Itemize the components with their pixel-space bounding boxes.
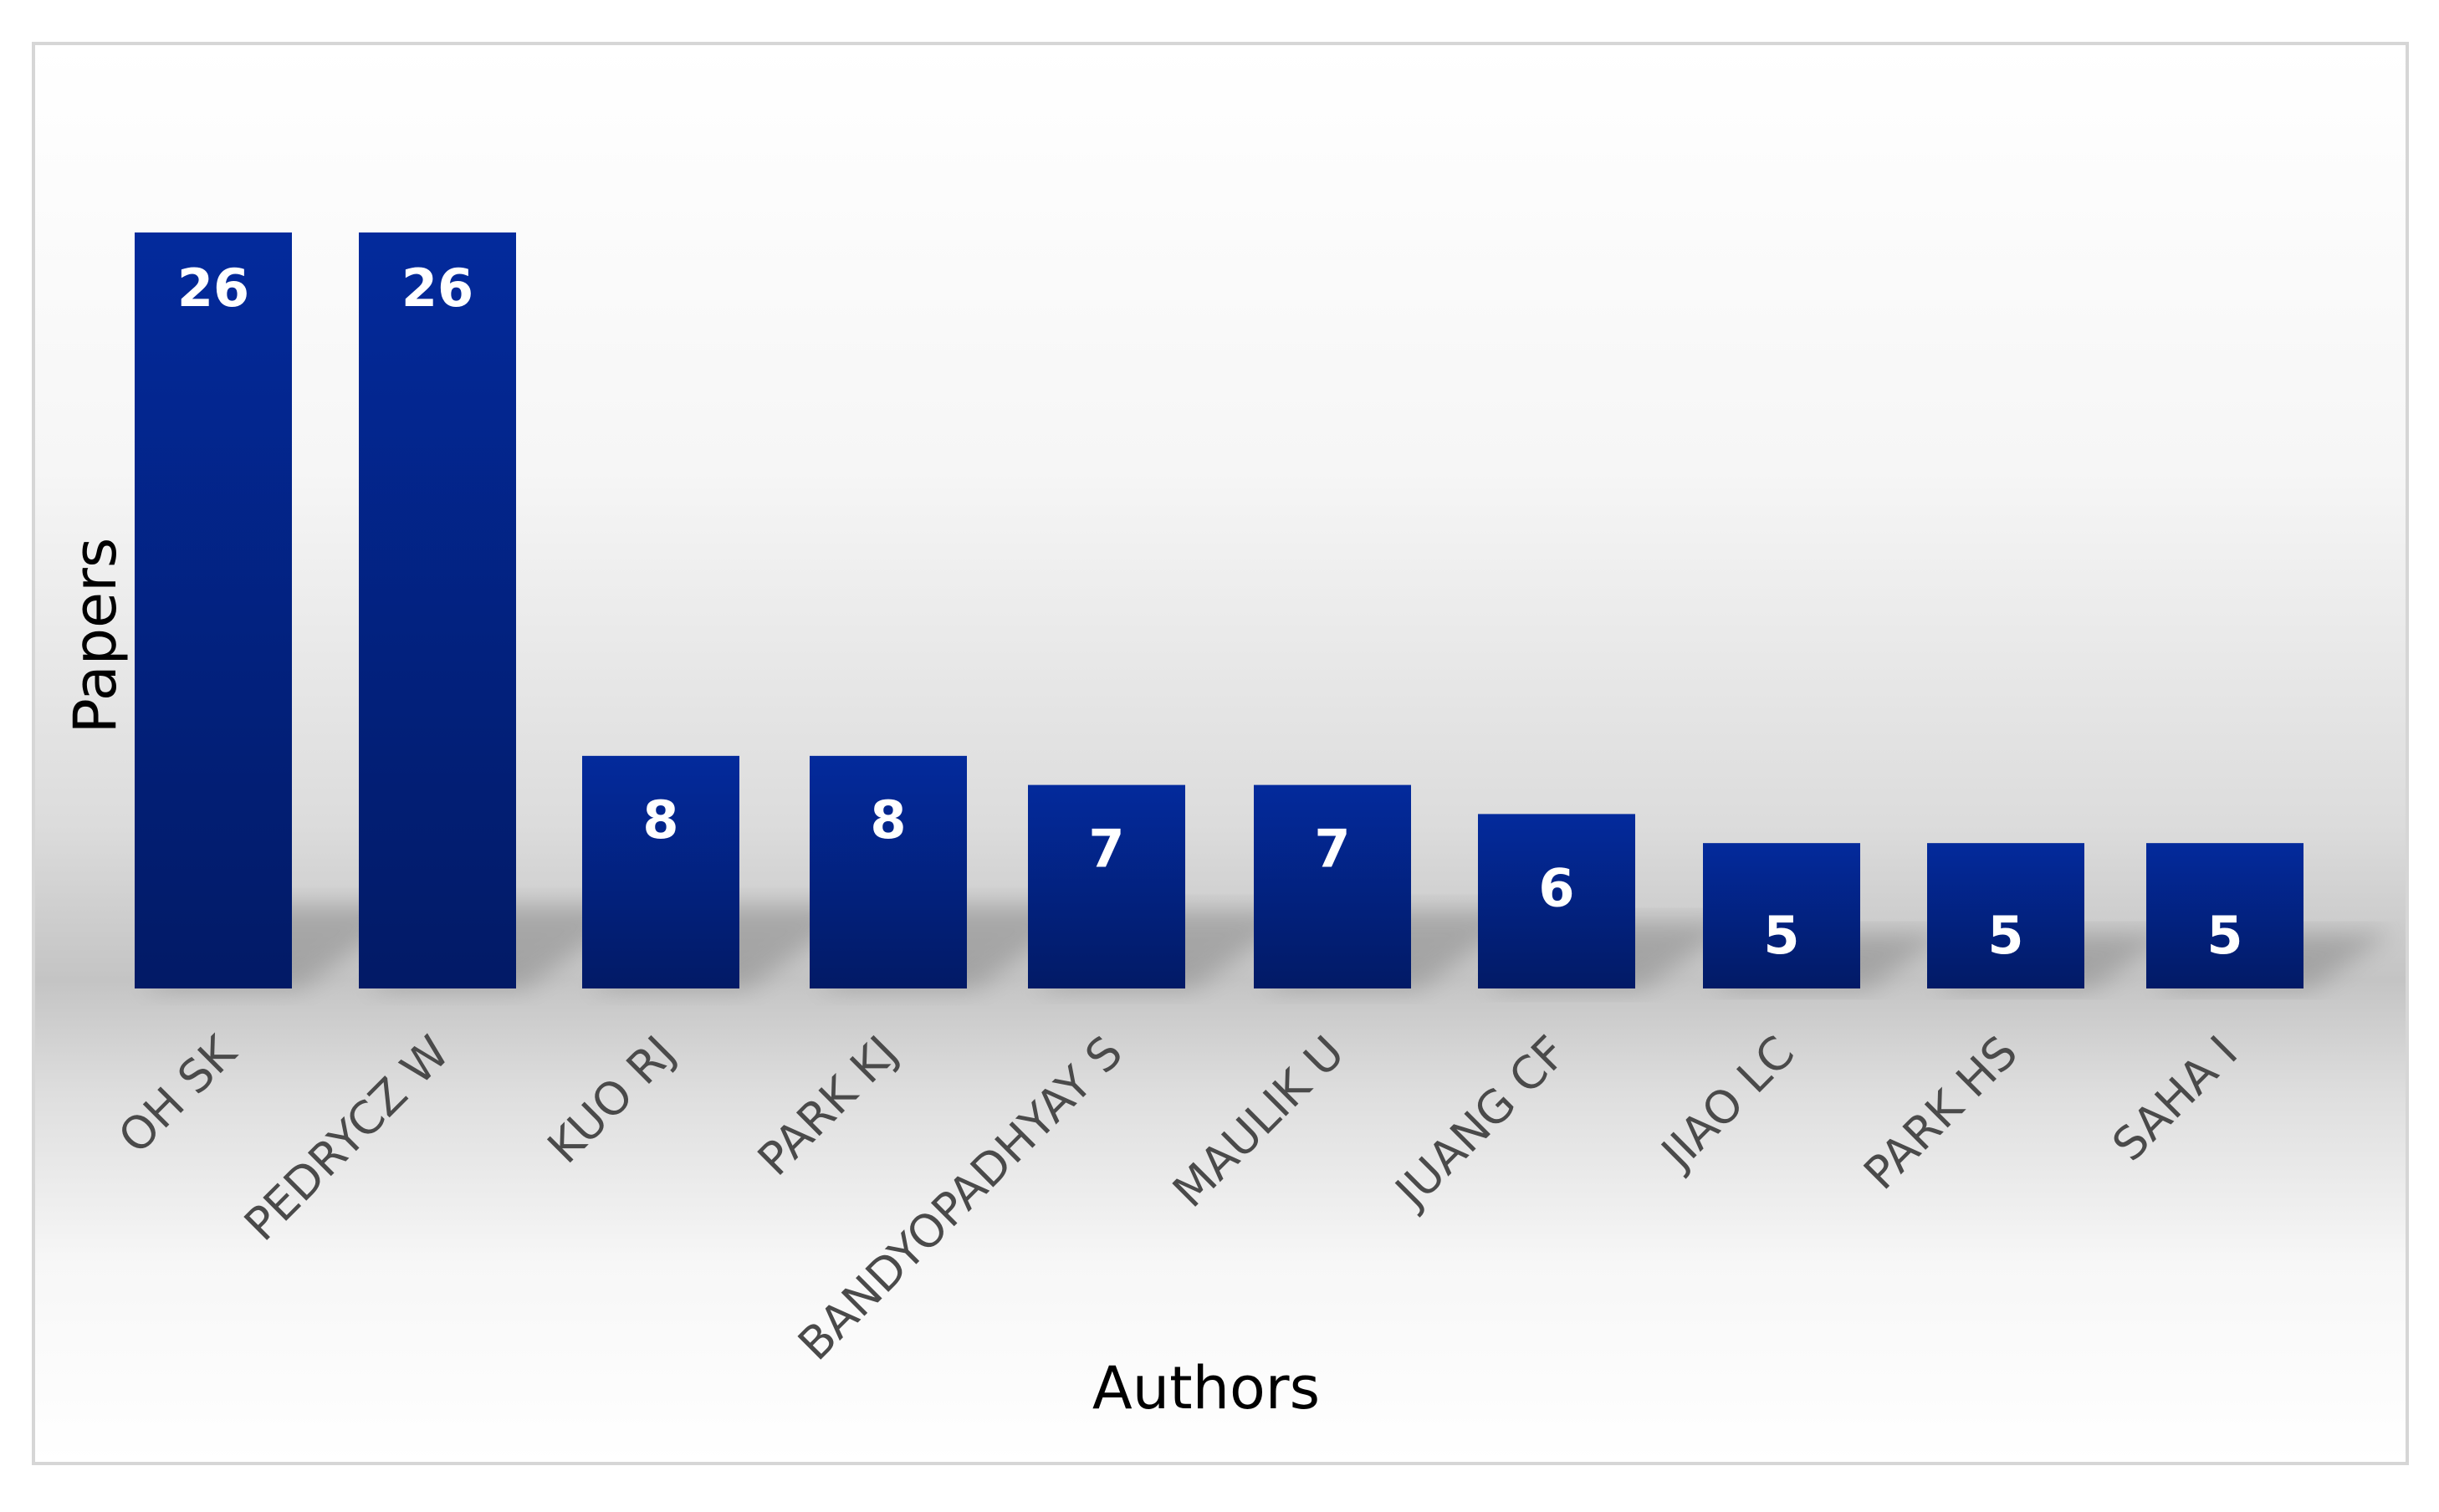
bar [1927,843,2084,988]
bar [1703,843,1860,988]
bar-data-label: 26 [177,258,249,319]
bar-data-label: 8 [642,789,678,850]
y-axis-title: Papers [61,538,130,734]
bar [135,232,292,988]
bar-data-label: 5 [1987,905,2023,966]
x-axis-title: Authors [1092,1354,1320,1423]
bar [1028,784,1185,988]
bar [582,755,739,988]
bar [359,232,516,988]
bar-data-label: 26 [401,258,473,319]
bar-data-label: 6 [1538,857,1574,918]
bar [2146,843,2304,988]
bar-data-label: 5 [1763,905,1799,966]
bar-labels-group: 26 26 8 8 7 7 6 5 5 5 [177,258,2243,966]
bar [810,755,967,988]
bar-data-label: 8 [870,789,906,850]
bar-data-label: 7 [1088,819,1124,880]
bars-group [135,232,2304,988]
bar [1478,814,1635,988]
bar-data-label: 5 [2206,905,2242,966]
bar [1254,784,1411,988]
bar-data-label: 7 [1314,819,1350,880]
